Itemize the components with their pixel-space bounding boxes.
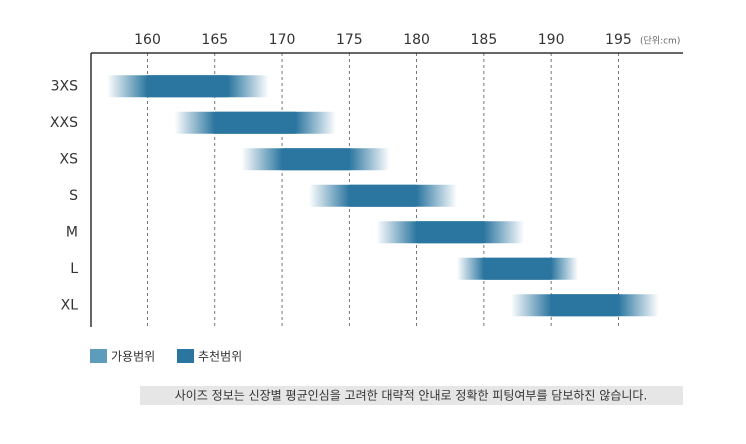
unit-label: (단위:cm) <box>640 36 680 47</box>
recommended-range <box>483 257 552 280</box>
x-tick-label: 195 <box>605 32 632 48</box>
recommended-range <box>416 221 484 244</box>
y-tick-label: XS <box>60 151 79 167</box>
x-tick-label: 170 <box>269 32 296 48</box>
y-tick-label: L <box>70 261 78 277</box>
x-tick-label: 185 <box>471 32 498 48</box>
x-tick-label: 190 <box>538 32 565 48</box>
legend-label: 추천범위 <box>198 349 242 364</box>
y-tick-label: XL <box>61 297 79 313</box>
x-tick-label: 175 <box>336 32 363 48</box>
recommended-range <box>551 294 619 317</box>
recommended-range <box>282 148 350 171</box>
recommended-range <box>349 184 417 207</box>
legend-swatch <box>90 349 107 363</box>
note-box <box>140 386 683 405</box>
legend-swatch <box>177 349 194 363</box>
recommended-range <box>214 111 296 134</box>
recommended-range <box>147 75 229 98</box>
x-tick-label: 160 <box>134 32 161 48</box>
x-tick-label: 180 <box>403 32 430 48</box>
y-tick-label: 3XS <box>51 78 78 94</box>
legend-label: 가용범위 <box>111 350 155 364</box>
y-tick-label: XXS <box>50 115 78 131</box>
y-tick-label: S <box>69 188 78 204</box>
note: 사이즈 정보는 신장별 평균인심을 고려한 대략적 안내로 정확한 피팅여부를 … <box>175 389 648 403</box>
y-tick-label: M <box>66 224 78 240</box>
x-tick-label: 165 <box>201 32 228 48</box>
